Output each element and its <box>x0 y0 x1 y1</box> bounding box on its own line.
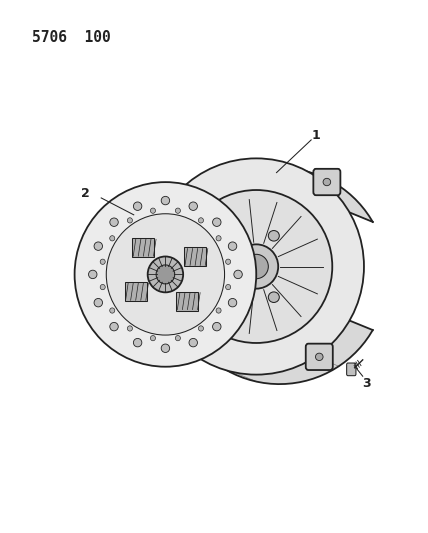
Ellipse shape <box>156 265 175 284</box>
Ellipse shape <box>161 344 169 352</box>
Ellipse shape <box>128 218 132 223</box>
Ellipse shape <box>216 308 221 313</box>
Ellipse shape <box>149 158 364 375</box>
Ellipse shape <box>226 259 231 264</box>
Ellipse shape <box>216 236 221 241</box>
FancyBboxPatch shape <box>347 363 356 376</box>
Ellipse shape <box>234 270 242 279</box>
Ellipse shape <box>228 298 237 307</box>
FancyBboxPatch shape <box>176 292 199 311</box>
Ellipse shape <box>268 292 279 302</box>
Ellipse shape <box>74 182 256 367</box>
Ellipse shape <box>110 218 118 227</box>
Ellipse shape <box>94 242 103 251</box>
Text: 3: 3 <box>363 377 371 390</box>
Ellipse shape <box>213 322 221 331</box>
Ellipse shape <box>143 263 150 270</box>
Ellipse shape <box>100 285 105 290</box>
Ellipse shape <box>100 259 105 264</box>
Ellipse shape <box>106 214 225 335</box>
FancyBboxPatch shape <box>313 169 340 195</box>
FancyBboxPatch shape <box>133 253 160 280</box>
Ellipse shape <box>199 218 203 223</box>
Ellipse shape <box>268 231 279 241</box>
Ellipse shape <box>110 308 115 313</box>
Ellipse shape <box>175 208 181 213</box>
Polygon shape <box>149 158 373 384</box>
Ellipse shape <box>128 326 132 331</box>
Ellipse shape <box>94 298 103 307</box>
Ellipse shape <box>110 322 118 331</box>
Ellipse shape <box>315 353 323 360</box>
Ellipse shape <box>189 338 197 347</box>
Ellipse shape <box>234 244 278 289</box>
Ellipse shape <box>199 326 203 331</box>
FancyBboxPatch shape <box>184 247 206 266</box>
Text: 2: 2 <box>81 187 89 200</box>
Ellipse shape <box>150 208 155 213</box>
Ellipse shape <box>150 335 155 341</box>
Text: 5706  100: 5706 100 <box>33 30 111 45</box>
Ellipse shape <box>161 196 169 205</box>
FancyBboxPatch shape <box>306 344 333 370</box>
FancyBboxPatch shape <box>125 282 147 301</box>
FancyBboxPatch shape <box>132 238 155 257</box>
Ellipse shape <box>189 202 197 211</box>
Ellipse shape <box>148 256 183 292</box>
Ellipse shape <box>226 285 231 290</box>
Ellipse shape <box>323 179 331 185</box>
Ellipse shape <box>213 218 221 227</box>
Ellipse shape <box>89 270 97 279</box>
Ellipse shape <box>228 242 237 251</box>
Ellipse shape <box>216 261 226 272</box>
Ellipse shape <box>110 236 115 241</box>
Ellipse shape <box>175 335 181 341</box>
Text: 1: 1 <box>312 129 321 142</box>
Ellipse shape <box>134 338 142 347</box>
Ellipse shape <box>244 254 268 279</box>
Ellipse shape <box>134 202 142 211</box>
Ellipse shape <box>180 190 332 343</box>
